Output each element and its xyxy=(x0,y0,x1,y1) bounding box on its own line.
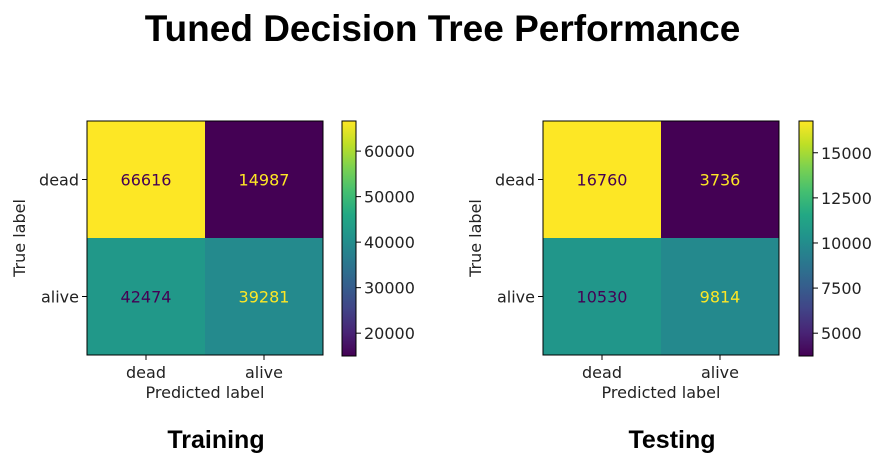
cell-value-label: 10530 xyxy=(577,288,628,307)
matrix-cell xyxy=(87,121,205,238)
matrix-frame xyxy=(86,120,324,356)
x-tick-label: alive xyxy=(701,363,739,382)
cell-value-label: 16760 xyxy=(577,171,628,190)
colorbar-tick-label: 20000 xyxy=(364,324,415,343)
x-tick-label: dead xyxy=(582,363,622,382)
x-tick-label: alive xyxy=(245,363,283,382)
matrix-frame xyxy=(542,120,780,356)
cell-value-label: 39281 xyxy=(239,288,290,307)
colorbar-tick-label: 15000 xyxy=(821,144,872,163)
colorbar-tick-label: 12500 xyxy=(821,189,872,208)
colorbar-tick-label: 60000 xyxy=(364,142,415,161)
matrix-cell xyxy=(87,238,205,355)
matrix-cell xyxy=(543,121,661,238)
colorbar-tick-label: 7500 xyxy=(821,279,862,298)
y-tick-label: alive xyxy=(41,288,79,307)
cell-value-label: 66616 xyxy=(121,171,172,190)
colorbar xyxy=(799,121,813,356)
y-tick-label: dead xyxy=(39,171,79,190)
cell-value-label: 14987 xyxy=(239,171,290,190)
testing-panel-title: Testing xyxy=(628,426,716,454)
colorbar-frame xyxy=(798,120,814,357)
matrix-cell xyxy=(205,238,323,355)
cell-value-label: 3736 xyxy=(700,171,741,190)
y-axis-label: True label xyxy=(10,199,29,278)
colorbar-tick-label: 50000 xyxy=(364,188,415,207)
x-axis-label: Predicted label xyxy=(602,383,721,402)
colorbar xyxy=(342,121,356,356)
matrix-cell xyxy=(543,238,661,355)
y-tick-label: alive xyxy=(497,288,535,307)
colorbar-tick-label: 5000 xyxy=(821,324,862,343)
x-tick-label: dead xyxy=(126,363,166,382)
training-panel-title: Training xyxy=(167,426,265,454)
y-tick-label: dead xyxy=(495,171,535,190)
matrix-cell xyxy=(205,121,323,238)
cell-value-label: 9814 xyxy=(700,288,741,307)
colorbar-tick-label: 40000 xyxy=(364,233,415,252)
matrix-cell xyxy=(661,238,779,355)
x-axis-label: Predicted label xyxy=(146,383,265,402)
figure-title: Tuned Decision Tree Performance xyxy=(144,8,741,49)
colorbar-frame xyxy=(341,120,357,357)
matrix-cell xyxy=(661,121,779,238)
colorbar-tick-label: 30000 xyxy=(364,279,415,298)
y-axis-label: True label xyxy=(466,199,485,278)
colorbar-tick-label: 10000 xyxy=(821,234,872,253)
cell-value-label: 42474 xyxy=(121,288,172,307)
